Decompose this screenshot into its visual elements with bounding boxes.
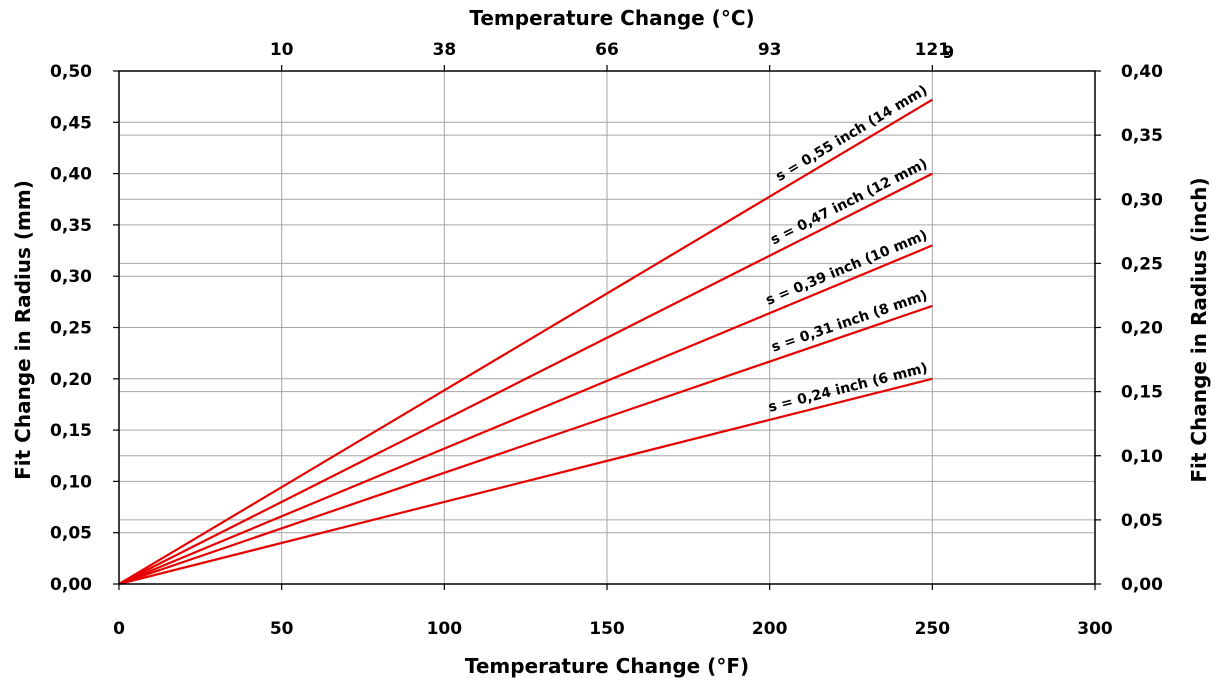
right-tick-label: 0,10 [1121,447,1163,467]
right-tick-label: 0,40 [1121,62,1163,82]
series-label: s = 0,24 inch (6 mm) [767,360,930,416]
bottom-tick-label: 150 [589,619,625,639]
left-tick-label: 0,05 [50,524,92,544]
series-line [118,244,933,586]
series-line [118,377,933,586]
top-tick-label: 66 [595,40,619,60]
left-tick-label: 0,25 [50,319,92,339]
left-tick-label: 0,35 [50,216,92,236]
left-tick-label: 0,20 [50,370,92,390]
gridlines [119,71,1095,584]
left-tick-label: 0,45 [50,113,92,133]
bottom-tick-label: 0 [113,619,125,639]
top-tick-label: 10 [270,40,294,60]
left-tick-label: 0,40 [50,165,92,185]
left-axis-title: Fit Change in Radius (mm) [11,180,35,480]
series-line [118,98,933,585]
left-tick-label: 0,10 [50,472,92,492]
axis-ticks: 0 50 100 150 200 250 300 0,00 0,05 0,10 0,15 0,20 0,… [50,40,1163,639]
right-tick-label: 0,05 [1121,511,1163,531]
right-tick-label: 0,15 [1121,383,1163,403]
top-axis-title: Temperature Change (°C) [469,6,754,30]
bottom-tick-label: 200 [752,619,788,639]
left-tick-label: 0,30 [50,267,92,287]
series-labels: s = 0,55 inch (14 mm)s = 0,47 inch (12 m… [764,82,931,415]
right-tick-label: 0,25 [1121,254,1163,274]
left-tick-label: 0,00 [50,575,92,595]
left-tick-label: 0,15 [50,421,92,441]
top-corner-label: 9 [942,43,954,63]
series-line [118,172,933,585]
series-lines [118,98,933,586]
bottom-tick-label: 250 [915,619,951,639]
right-axis-title: Fit Change in Radius (inch) [1187,177,1211,482]
bottom-tick-label: 100 [427,619,463,639]
bottom-tick-label: 300 [1077,619,1113,639]
top-tick-label: 121 [915,40,951,60]
right-tick-label: 0,35 [1121,126,1163,146]
right-tick-label: 0,00 [1121,575,1163,595]
bottom-tick-label: 50 [270,619,294,639]
right-tick-label: 0,20 [1121,319,1163,339]
right-tick-label: 0,30 [1121,190,1163,210]
bottom-axis-title: Temperature Change (°F) [465,654,749,678]
left-tick-label: 0,50 [50,62,92,82]
top-tick-label: 38 [432,40,456,60]
series-line [118,304,933,586]
top-tick-label: 93 [758,40,782,60]
